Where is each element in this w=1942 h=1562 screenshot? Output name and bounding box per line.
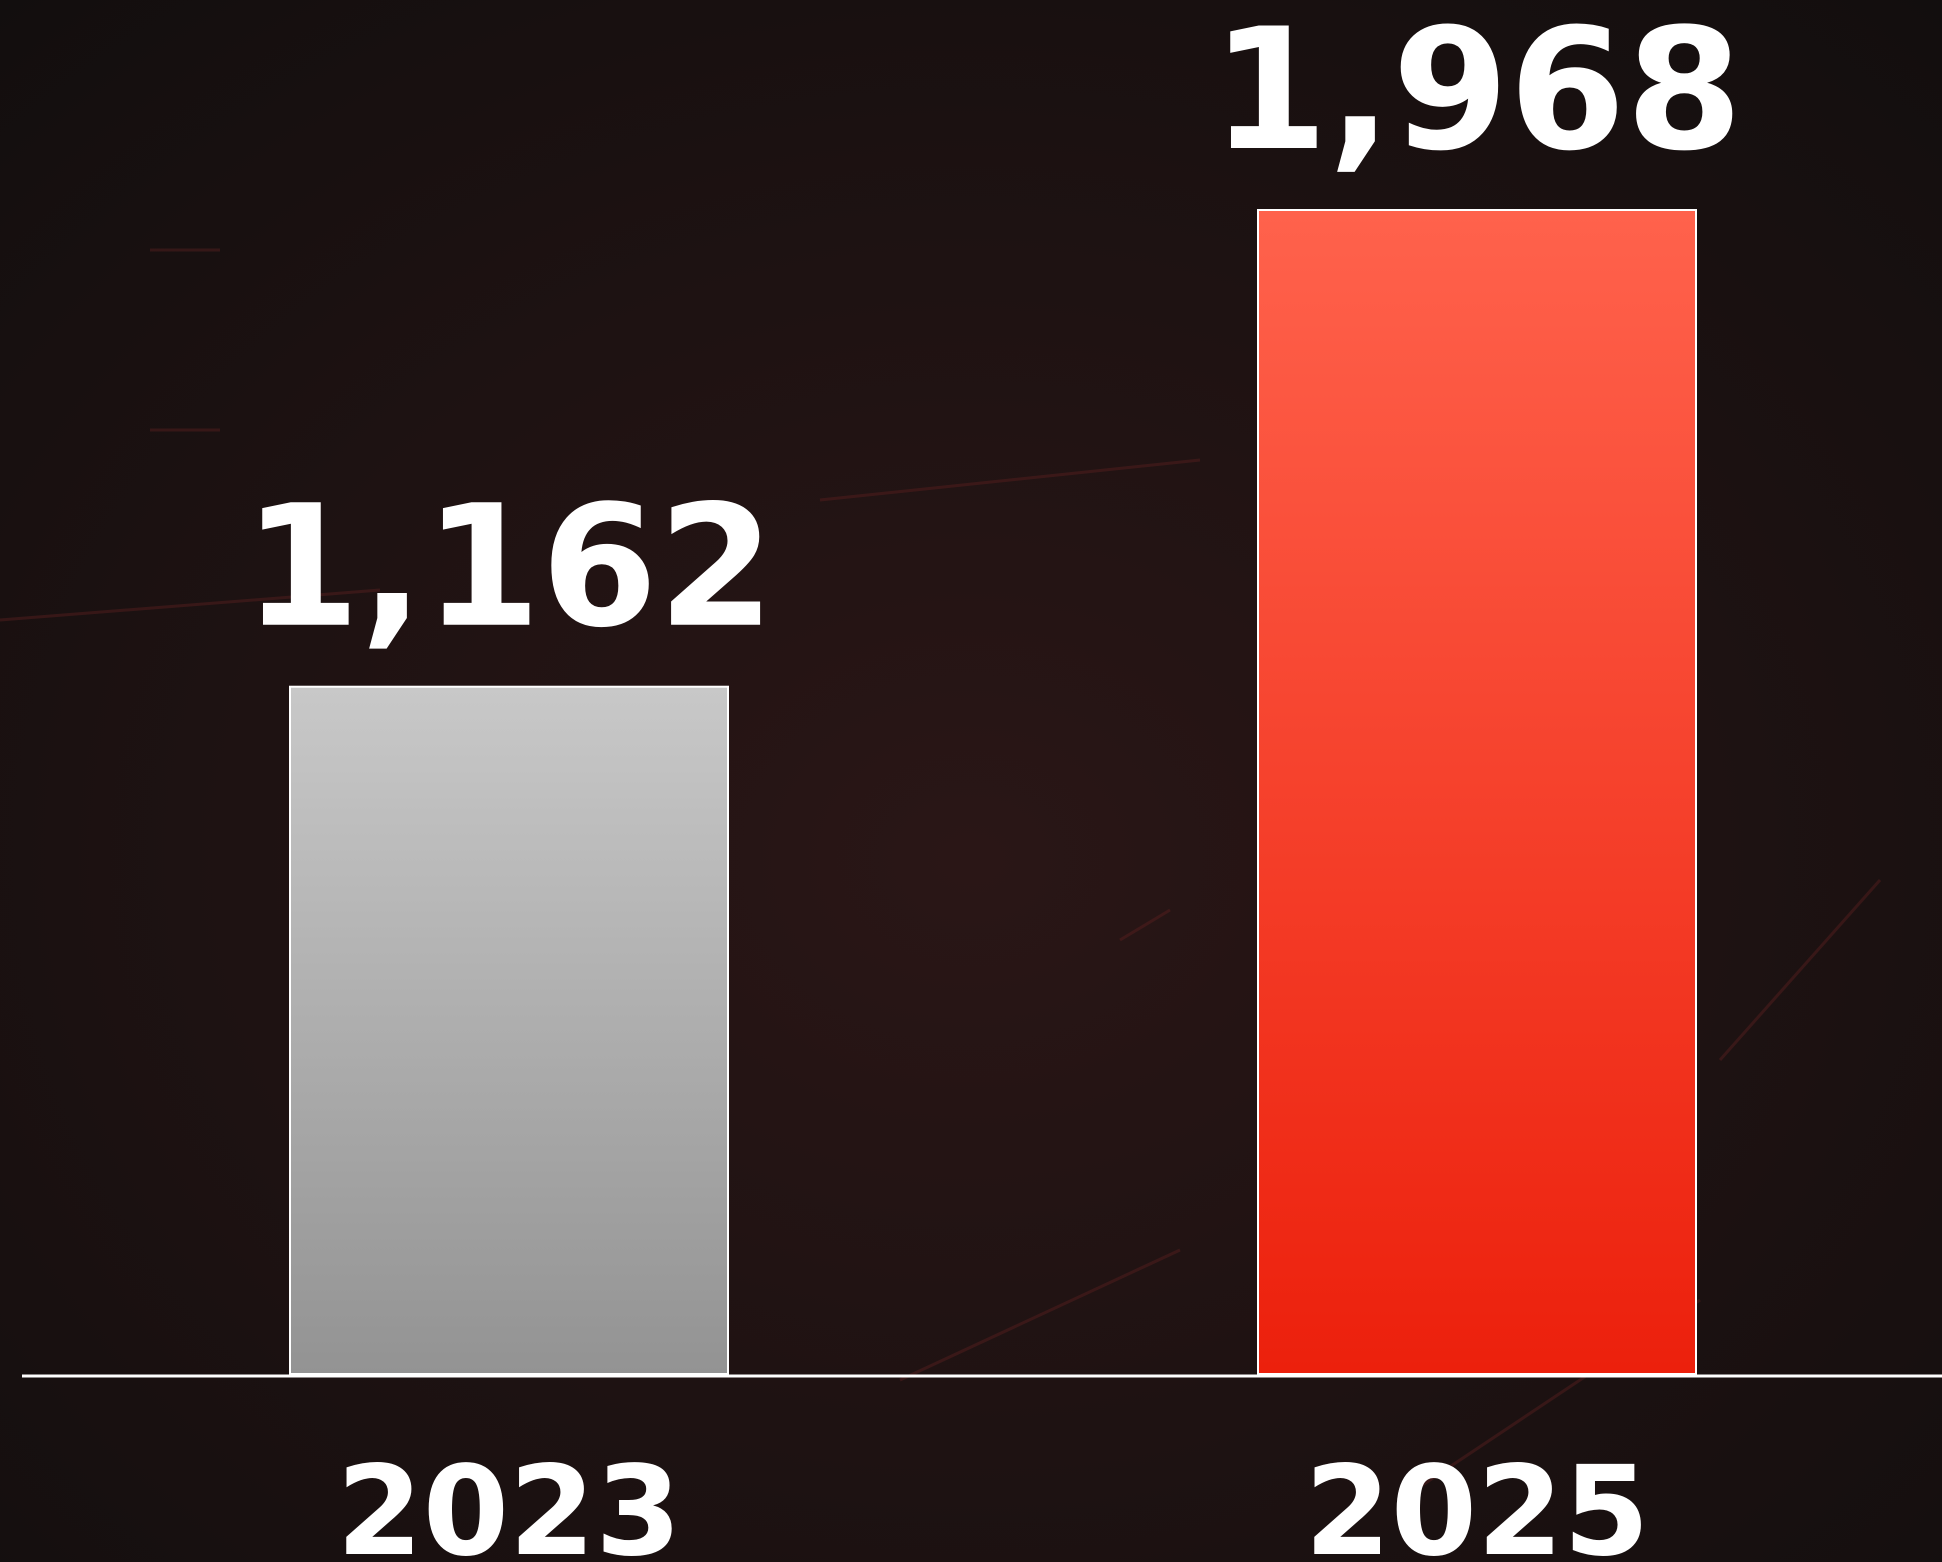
bar [289,685,729,1375]
bar [1257,209,1697,1375]
value-label: 1,162 [243,469,774,665]
background-streaks [0,248,1882,1502]
x-tick-label: 2023 [336,1440,681,1562]
x-tick-label: 2025 [1304,1440,1649,1562]
value-label: 1,968 [1211,0,1742,188]
